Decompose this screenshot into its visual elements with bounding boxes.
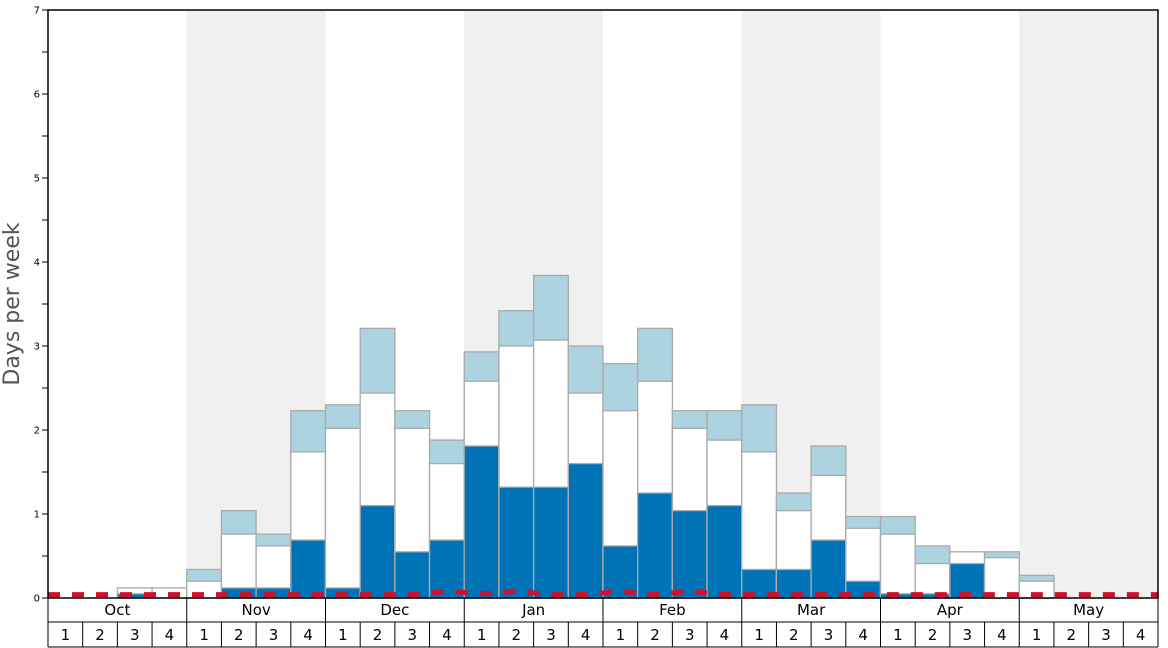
week-label: 4: [581, 626, 591, 644]
month-label-may: May: [1073, 601, 1104, 619]
week-label: 1: [616, 626, 626, 644]
y-tick-label: 2: [34, 426, 40, 437]
y-axis-label: Days per week: [0, 222, 25, 385]
bar-s1-w8: [290, 539, 327, 599]
bar-s1-w17: [602, 545, 639, 599]
y-tick-label: 4: [34, 258, 40, 269]
week-label: 1: [199, 626, 209, 644]
week-label: 1: [338, 626, 348, 644]
y-tick-label: 0: [34, 594, 40, 605]
y-tick-label: 5: [34, 174, 40, 185]
month-label-jan: Jan: [521, 601, 545, 619]
week-label: 4: [1136, 626, 1146, 644]
week-label: 2: [789, 626, 799, 644]
month-label-feb: Feb: [659, 601, 686, 619]
bar-s2-w25: [879, 533, 916, 599]
week-label: 1: [477, 626, 487, 644]
month-label-nov: Nov: [241, 601, 270, 619]
y-axis: 0 1 2 3 4 5 6 7: [34, 6, 48, 605]
bar-s1-w18: [637, 492, 674, 599]
week-label: 2: [373, 626, 383, 644]
week-label: 2: [234, 626, 244, 644]
bar-s1-w19: [671, 509, 708, 599]
bar-s1-w16: [567, 462, 604, 599]
week-label: 3: [546, 626, 556, 644]
week-label: 1: [61, 626, 71, 644]
dashed-line-series: [48, 588, 1158, 598]
month-label-dec: Dec: [380, 601, 409, 619]
y-tick-label: 7: [34, 6, 40, 17]
week-label: 3: [685, 626, 695, 644]
week-label: 3: [407, 626, 417, 644]
bar-s1-w13: [463, 445, 500, 599]
y-tick-label: 3: [34, 342, 40, 353]
week-label: 2: [928, 626, 938, 644]
week-label: 3: [269, 626, 279, 644]
week-label: 3: [962, 626, 972, 644]
week-label: 4: [303, 626, 313, 644]
bar-s1-w12: [428, 539, 465, 599]
bar-s1-w20: [706, 504, 743, 599]
week-label: 1: [754, 626, 764, 644]
week-label: 4: [442, 626, 452, 644]
month-label-mar: Mar: [797, 601, 826, 619]
y-tick-label: 1: [34, 510, 40, 521]
week-label: 4: [720, 626, 730, 644]
month-label-apr: Apr: [937, 601, 964, 619]
week-label: 1: [1032, 626, 1042, 644]
week-label: 2: [95, 626, 105, 644]
bar-s2-w9: [324, 427, 361, 599]
series-line: [48, 588, 1158, 598]
bar-s1-w10: [359, 504, 396, 599]
bar-s1-w11: [394, 551, 431, 599]
month-band-may: [1019, 10, 1158, 598]
week-label: 1: [893, 626, 903, 644]
week-label: 3: [1101, 626, 1111, 644]
bar-s1-w14: [498, 486, 535, 599]
week-label: 4: [997, 626, 1007, 644]
week-label: 4: [165, 626, 175, 644]
x-axis: Oct 1 2 3 4 Nov 1 2 3 4 Dec 1 2 3 4 Jan 1 2 3 4 Feb 1 2 3 4 Mar 1 2…: [47, 598, 1159, 648]
y-tick-label: 6: [34, 90, 40, 101]
week-label: 3: [824, 626, 834, 644]
bars: [116, 274, 1055, 599]
month-label-oct: Oct: [104, 601, 130, 619]
week-label: 4: [858, 626, 868, 644]
bar-s2-w28: [983, 557, 1020, 599]
week-label: 2: [1067, 626, 1077, 644]
bar-s1-w23: [810, 539, 847, 599]
week-label: 2: [650, 626, 660, 644]
week-label: 2: [512, 626, 522, 644]
bar-s1-w15: [532, 486, 569, 599]
week-label: 3: [130, 626, 140, 644]
